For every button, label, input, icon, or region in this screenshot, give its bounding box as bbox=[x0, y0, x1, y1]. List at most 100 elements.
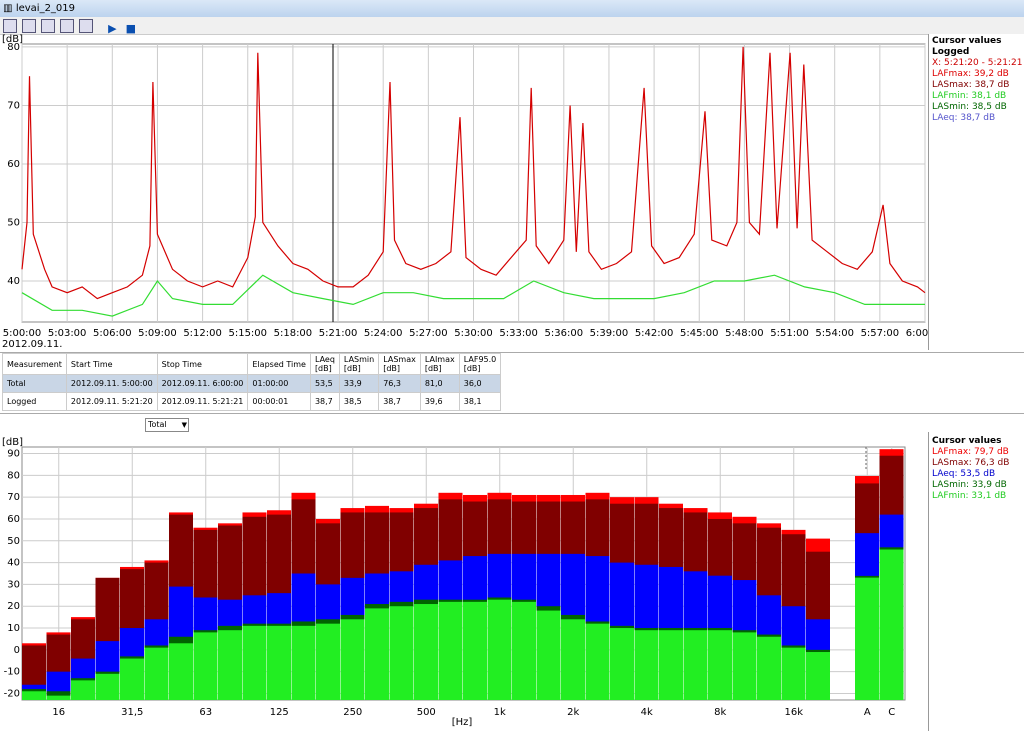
x-tick-label: 16k bbox=[784, 707, 803, 718]
y-tick-label: 10 bbox=[7, 623, 20, 634]
x-tick-label: 6:00:00 bbox=[906, 328, 928, 339]
y-tick-label: 80 bbox=[7, 470, 20, 481]
bar bbox=[291, 625, 316, 700]
tool-button[interactable] bbox=[60, 19, 74, 33]
data-line bbox=[21, 46, 926, 300]
tool-button[interactable] bbox=[3, 19, 17, 33]
x-tick-label: 4k bbox=[641, 707, 653, 718]
y-tick-label: 40 bbox=[7, 276, 20, 287]
table-cell: 33,9 bbox=[338, 374, 380, 393]
table-cell: 39,6 bbox=[419, 392, 460, 411]
x-tick-label: 31,5 bbox=[121, 707, 143, 718]
cursor-line: LAFmin: 38,1 dB bbox=[932, 91, 1007, 101]
table-cell: 01:00:00 bbox=[247, 374, 311, 393]
table-cell: 2012.09.11. 5:00:00 bbox=[65, 374, 158, 393]
x-tick-label: 5:24:00 bbox=[364, 328, 403, 339]
y-axis-label: [dB] bbox=[2, 34, 23, 45]
tool-button[interactable] bbox=[41, 19, 55, 33]
x-tick-label: C bbox=[888, 707, 895, 718]
table-cell: 38,7 bbox=[309, 392, 340, 411]
bar bbox=[267, 625, 291, 700]
bar bbox=[757, 636, 781, 700]
x-tick-label: 16 bbox=[52, 707, 65, 718]
column-header[interactable]: Elapsed Time bbox=[247, 353, 311, 375]
table-cell: 38,1 bbox=[458, 392, 502, 411]
y-tick-label: 30 bbox=[7, 579, 20, 590]
cursor-panel: Cursor values LAFmax: 79,7 dB LASmax: 76… bbox=[928, 432, 1024, 731]
y-tick-label: 60 bbox=[7, 514, 20, 525]
bar bbox=[46, 695, 71, 700]
table-row[interactable]: Total 2012.09.11. 5:00:00 2012.09.11. 6:00… bbox=[2, 374, 502, 393]
table-cell: 36,0 bbox=[458, 374, 502, 393]
table-cell: 2012.09.11. 5:21:21 bbox=[156, 392, 249, 411]
y-tick-label: 40 bbox=[7, 558, 20, 569]
bar bbox=[340, 619, 365, 700]
bar bbox=[218, 630, 242, 700]
table-row[interactable]: Logged 2012.09.11. 5:21:20 2012.09.11. 5:2… bbox=[2, 392, 502, 411]
x-tick-label: 5:09:00 bbox=[138, 328, 177, 339]
bar bbox=[193, 632, 218, 700]
x-tick-label: 5:12:00 bbox=[183, 328, 222, 339]
panel-subheading: Logged bbox=[932, 47, 970, 57]
column-header[interactable]: Start Time bbox=[65, 353, 158, 375]
x-tick-label: 1k bbox=[494, 707, 506, 718]
table-cell: 38,7 bbox=[378, 392, 421, 411]
cursor-line: LASmax: 76,3 dB bbox=[932, 458, 1010, 468]
column-header[interactable]: LAeq [dB] bbox=[309, 353, 340, 375]
tool-button[interactable] bbox=[22, 19, 36, 33]
table-cell: 38,5 bbox=[338, 392, 380, 411]
panel-heading: Cursor values bbox=[932, 36, 1002, 46]
x-tick-label: 5:06:00 bbox=[93, 328, 132, 339]
table-cell: 53,5 bbox=[309, 374, 340, 393]
bar bbox=[512, 601, 536, 700]
column-header[interactable]: LAF95.0 [dB] bbox=[458, 353, 502, 375]
cursor-line: LAFmin: 33,1 dB bbox=[932, 491, 1007, 501]
dropdown[interactable]: Total bbox=[145, 418, 189, 432]
y-tick-label: 70 bbox=[7, 492, 20, 503]
stop-button[interactable]: ■ bbox=[125, 22, 137, 35]
bar bbox=[634, 630, 659, 700]
bar bbox=[120, 658, 144, 700]
x-tick-label: 5:39:00 bbox=[590, 328, 629, 339]
tool-button[interactable] bbox=[79, 19, 93, 33]
y-tick-label: 50 bbox=[7, 218, 20, 229]
column-header[interactable]: LASmin [dB] bbox=[338, 353, 380, 375]
bar bbox=[438, 601, 463, 700]
column-header[interactable]: Measurement bbox=[2, 353, 67, 375]
table-cell: 2012.09.11. 5:21:20 bbox=[65, 392, 158, 411]
spectrum-chart: [dB] [Hz] -20 -10 0 10 20 30 40 50 60 70 80 90 16 31,… bbox=[2, 437, 906, 728]
cursor-line: LASmin: 38,5 dB bbox=[932, 102, 1007, 112]
cursor-line: X: 5:21:20 - 5:21:21 bbox=[932, 58, 1023, 68]
y-axis-label: [dB] bbox=[2, 437, 23, 448]
column-header[interactable]: LAImax [dB] bbox=[419, 353, 460, 375]
y-tick-label: -10 bbox=[4, 667, 20, 678]
x-tick-label: 250 bbox=[343, 707, 362, 718]
bar bbox=[365, 608, 389, 700]
x-tick-label: 5:42:00 bbox=[635, 328, 674, 339]
x-tick-label: 5:00:00 bbox=[3, 328, 42, 339]
y-tick-label: 90 bbox=[7, 449, 20, 460]
window-title: levai_2_019 bbox=[15, 3, 76, 14]
bar bbox=[659, 630, 683, 700]
x-tick-label: 5:15:00 bbox=[228, 328, 267, 339]
bar bbox=[732, 632, 757, 700]
x-tick-label: 5:36:00 bbox=[545, 328, 584, 339]
x-tick-label: 500 bbox=[417, 707, 436, 718]
panel-heading: Cursor values bbox=[932, 436, 1002, 446]
cursor-line: LAFmax: 39,2 dB bbox=[932, 69, 1009, 79]
x-tick-label: 5:57:00 bbox=[861, 328, 900, 339]
bar bbox=[855, 577, 879, 700]
bar bbox=[610, 628, 634, 700]
play-button[interactable]: ▶ bbox=[108, 22, 117, 35]
table-cell: Logged bbox=[2, 392, 67, 411]
bar bbox=[463, 601, 487, 700]
bar bbox=[683, 630, 708, 700]
column-header[interactable]: LASmax [dB] bbox=[378, 353, 421, 375]
column-header[interactable]: Stop Time bbox=[156, 353, 249, 375]
bar bbox=[316, 623, 340, 700]
bar bbox=[414, 604, 438, 700]
bar bbox=[22, 691, 46, 700]
y-tick-label: 50 bbox=[7, 536, 20, 547]
bar bbox=[389, 606, 414, 700]
